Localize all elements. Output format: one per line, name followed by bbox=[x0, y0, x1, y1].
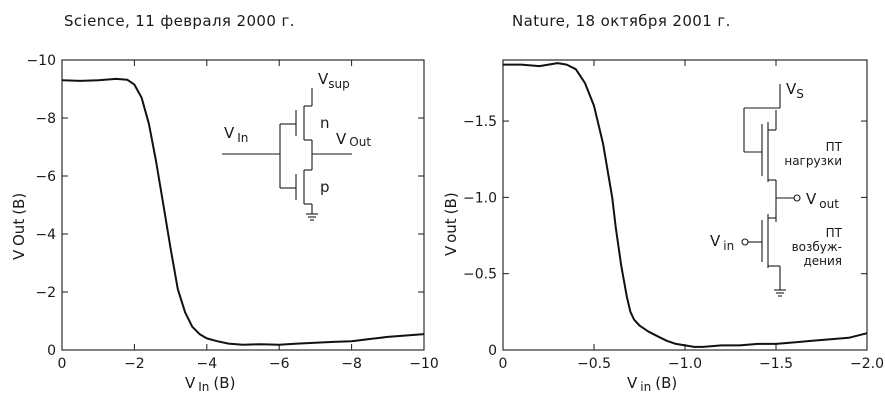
left-y-tick-label: 0 bbox=[47, 343, 56, 359]
chart-title-right: Nature, 18 октября 2001 г. bbox=[512, 12, 731, 30]
right-x-tick-label: 0 bbox=[499, 356, 508, 372]
left-x-tick-label: −10 bbox=[409, 356, 439, 372]
right-x-tick-label: −0.5 bbox=[577, 356, 611, 372]
left-y-tick-label: −10 bbox=[26, 53, 56, 69]
left-y-tick-label: −2 bbox=[35, 285, 56, 301]
right-y-tick-label: −1.5 bbox=[463, 114, 497, 130]
right-x-tick-label: −1.0 bbox=[668, 356, 702, 372]
left-x-tick-label: −8 bbox=[341, 356, 362, 372]
right-y-tick-label: −1.0 bbox=[463, 190, 497, 206]
inset-output-label: V Out bbox=[336, 130, 371, 149]
left-plot-frame bbox=[61, 59, 425, 351]
inset-nfet-label: n bbox=[320, 114, 330, 132]
right-x-tick-label: −2.0 bbox=[850, 356, 884, 372]
left-ylabel: VOut(B) bbox=[10, 193, 28, 260]
right-y-tick-label: 0 bbox=[488, 343, 497, 359]
inset2-drive-label-3: дения bbox=[803, 254, 842, 268]
left-series-line bbox=[61, 77, 425, 346]
right-series-line bbox=[503, 62, 868, 348]
inset2-supply-label: VS bbox=[786, 80, 804, 101]
left-inset-cmos-schematic: Vsup V In V Out n p bbox=[222, 70, 371, 221]
left-panel: 0 −2 −4 −6 −8 −10 0 −2 −4 −6 −8 −10 V In (B) VOut(B) bbox=[10, 53, 439, 394]
inset2-drive-label-2: возбуж- bbox=[792, 240, 842, 254]
inset2-load-label-1: ПТ bbox=[826, 140, 843, 154]
left-x-tick-label: −6 bbox=[269, 356, 290, 372]
right-ticks: 0 −0.5 −1.0 −1.5 −2.0 0 −0.5 −1.0 −1.5 bbox=[463, 60, 884, 372]
left-y-tick-label: −6 bbox=[35, 169, 56, 185]
right-ylabel: Vout(B) bbox=[442, 192, 460, 256]
inset-pfet-label: p bbox=[320, 178, 330, 196]
left-x-tick-label: −2 bbox=[124, 356, 145, 372]
inset-input-label: V In bbox=[224, 124, 248, 145]
right-x-tick-label: −1.5 bbox=[759, 356, 793, 372]
inset2-drive-label-1: ПТ bbox=[826, 226, 843, 240]
left-x-tick-label: 0 bbox=[58, 356, 67, 372]
chart-title-left: Science, 11 февраля 2000 г. bbox=[64, 12, 295, 30]
left-y-tick-label: −4 bbox=[35, 227, 56, 243]
right-y-tick-label: −0.5 bbox=[463, 267, 497, 283]
left-xlabel: V In (B) bbox=[185, 374, 235, 394]
inset2-load-label-2: нагрузки bbox=[784, 154, 842, 168]
left-y-tick-label: −8 bbox=[35, 111, 56, 127]
inset-supply-label: Vsup bbox=[318, 70, 350, 91]
left-x-tick-label: −4 bbox=[196, 356, 217, 372]
left-ticks: 0 −2 −4 −6 −8 −10 0 −2 −4 −6 −8 −10 bbox=[26, 53, 438, 372]
